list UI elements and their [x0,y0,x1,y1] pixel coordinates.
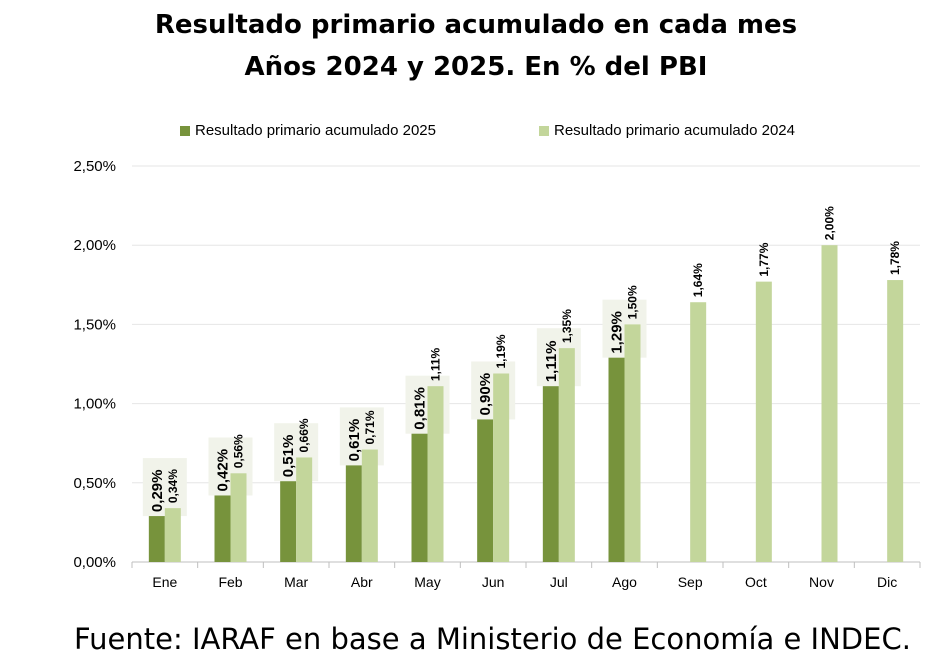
x-tick-label: May [414,574,440,590]
bar-2025 [345,465,362,562]
bar-2024 [230,473,247,562]
chart-title: Resultado primario acumulado en cada mes [154,10,798,40]
data-label-2024: 0,71% [363,410,377,444]
bar-2025 [148,516,165,562]
data-label-2024: 1,77% [757,242,771,276]
bar-2024 [361,449,378,562]
data-label-2024: 2,00% [823,206,837,240]
data-label-2025: 1,29% [609,311,626,354]
x-tick-label: Dic [877,574,897,590]
bar-2024 [755,281,772,562]
x-tick-label: Sep [678,574,703,590]
bar-2024 [887,280,904,562]
data-label-2025: 0,29% [149,470,166,513]
x-tick-label: Mar [284,574,308,590]
data-label-2024: 1,19% [494,334,508,368]
data-label-2025: 1,11% [543,340,560,382]
x-tick-label: Jun [482,574,505,590]
bar-2024 [493,373,510,562]
data-label-2024: 1,50% [626,285,640,319]
bar-2024 [690,302,707,562]
data-label-2025: 0,61% [346,419,363,462]
bar-2025 [608,357,625,562]
source-note: Fuente: IARAF en base a Ministerio de Ec… [74,622,911,656]
data-label-background [142,458,187,517]
data-label-2024: 1,35% [560,309,574,343]
y-tick-label: 2,50% [73,158,116,175]
data-label-2024: 0,66% [297,418,311,452]
x-tick-label: Abr [351,574,373,590]
bar-2024 [164,508,181,562]
x-tick-label: Feb [218,574,242,590]
legend-item-2025: Resultado primario acumulado 2025 [180,121,436,141]
data-label-2024: 1,64% [691,263,705,297]
bar-2024 [558,348,575,562]
y-tick-label: 2,00% [73,237,116,254]
chart-subtitle: Años 2024 y 2025. En % del PBI [244,52,708,82]
bar-2024 [296,457,313,562]
legend-swatch-2025 [180,126,190,136]
data-label-2025: 0,81% [412,387,429,430]
bar-2025 [214,495,231,562]
data-label-2024: 0,56% [232,434,246,468]
data-label-2024: 0,34% [166,469,180,503]
data-label-2025: 0,51% [280,435,297,478]
legend-swatch-2024 [539,126,549,136]
x-tick-label: Nov [809,574,834,590]
bar-2025 [411,433,428,562]
data-label-2024: 1,11% [429,347,443,381]
legend-label-2025: Resultado primario acumulado 2025 [195,122,436,139]
x-tick-label: Jul [550,574,568,590]
bar-2024 [427,386,444,562]
bar-chart: 0,00% 0,50% 1,00% 1,50% 2,00% 2,50% Ene Feb Mar A… [73,158,921,590]
y-tick-label: 1,50% [73,316,116,333]
x-tick-label: Ene [152,574,177,590]
data-label-2025: 0,90% [477,373,494,416]
bar-2024 [821,245,838,562]
bar-2025 [542,386,559,562]
y-tick-label: 0,50% [73,475,116,492]
data-label-2025: 0,42% [215,449,232,492]
y-tick-label: 1,00% [73,396,116,413]
y-tick-label: 0,00% [73,554,116,571]
x-tick-label: Ago [612,574,637,590]
bar-2025 [280,481,297,562]
legend-item-2024: Resultado primario acumulado 2024 [539,121,795,141]
bar-2025 [477,419,494,562]
x-tick-label: Oct [745,574,767,590]
bar-2024 [624,324,641,562]
legend-label-2024: Resultado primario acumulado 2024 [554,122,795,139]
data-label-2024: 1,78% [888,241,902,275]
